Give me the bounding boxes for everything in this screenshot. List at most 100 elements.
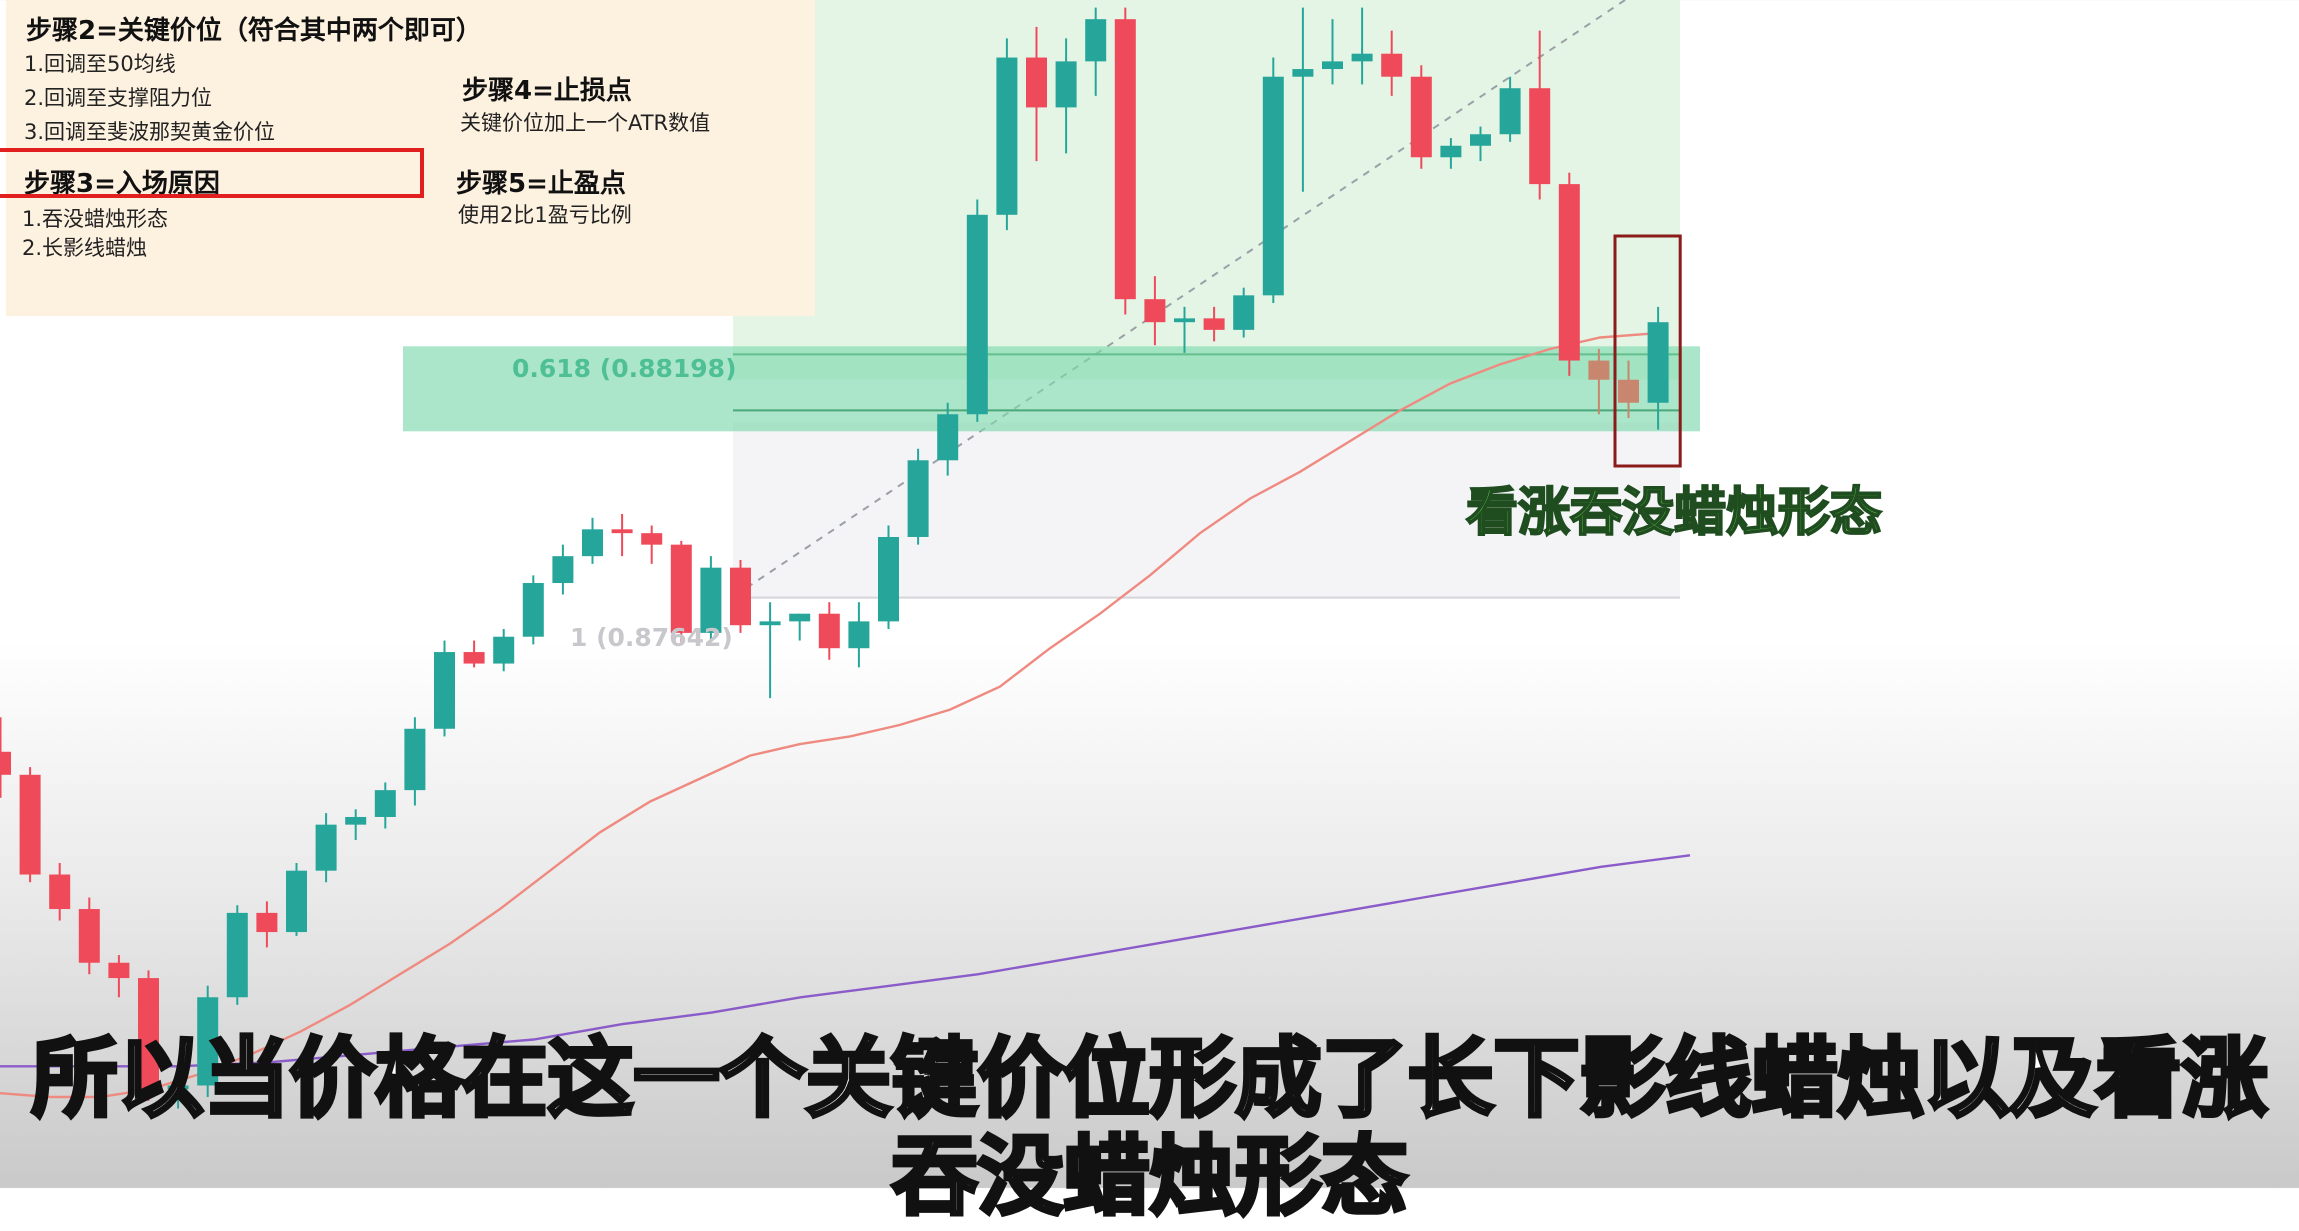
step4-title: 步骤4=止损点	[462, 76, 632, 106]
candle	[670, 540, 692, 645]
candle-body	[434, 652, 455, 729]
candle	[582, 517, 603, 564]
candle	[1647, 306, 1669, 430]
candle	[0, 717, 11, 798]
candle	[996, 38, 1018, 231]
candle	[1618, 360, 1639, 419]
candle-body	[108, 962, 130, 979]
candle-body	[1529, 88, 1551, 185]
candle-body	[878, 536, 899, 622]
candle-body	[1203, 318, 1225, 330]
candle-body	[641, 533, 663, 545]
candle-body	[1499, 88, 1521, 135]
candle-body	[789, 613, 811, 622]
candle	[226, 905, 248, 1005]
candle-body	[1647, 322, 1669, 403]
ema50-line	[0, 332, 1651, 1099]
step2-item-2: 2.回调至支撑阻力位	[24, 86, 213, 110]
candle-body	[1588, 360, 1610, 380]
engulfing-box	[1613, 234, 1682, 468]
candle-body	[522, 583, 544, 637]
candle	[1262, 57, 1284, 304]
candle-body	[286, 870, 307, 933]
candle-body	[49, 874, 71, 910]
candle-body	[582, 529, 603, 557]
candle-body	[759, 621, 781, 626]
candle	[1440, 138, 1462, 169]
step2-title: 步骤2=关键价位（符合其中两个即可）	[26, 16, 482, 46]
profit-area	[733, 0, 1680, 380]
candle-body	[1144, 299, 1166, 323]
candle	[907, 448, 929, 545]
candle	[256, 901, 278, 948]
key-level-zone	[403, 346, 1700, 432]
candle	[49, 863, 71, 921]
candle	[1410, 65, 1432, 169]
candle-body	[0, 751, 11, 775]
moving-averages	[0, 332, 1691, 1099]
candle	[374, 782, 396, 829]
candle-body	[1558, 184, 1580, 361]
candle	[1174, 306, 1195, 353]
candle	[197, 985, 219, 1097]
candle-body	[1470, 134, 1491, 146]
candle	[1381, 30, 1403, 96]
candle	[315, 813, 337, 883]
candle	[1529, 30, 1551, 200]
candle-body	[1440, 145, 1462, 158]
position-tool-background	[733, 0, 1680, 599]
candle	[759, 602, 781, 699]
candle-body	[937, 414, 959, 461]
candle	[552, 544, 574, 595]
candle	[1292, 7, 1314, 192]
candle-body	[1085, 19, 1107, 62]
candlesticks	[0, 7, 1669, 1109]
candle-body	[818, 613, 840, 649]
candle	[404, 717, 426, 806]
ema200-line	[0, 854, 1691, 1068]
candle	[19, 767, 41, 883]
candle-body	[345, 816, 367, 825]
candle	[789, 613, 811, 641]
step3-item-2: 2.长影线蜡烛	[22, 236, 148, 260]
candle-body	[996, 57, 1018, 215]
candle	[78, 897, 100, 975]
candle	[611, 513, 633, 557]
candle	[345, 809, 367, 840]
candle	[108, 955, 130, 998]
candle	[1055, 38, 1077, 154]
candle-body	[138, 978, 159, 1090]
candle-body	[1114, 19, 1136, 300]
engulfing-highlight	[1613, 234, 1682, 468]
subtitle-line-2: 吞没蜡烛形态	[890, 1125, 1410, 1229]
candle	[1588, 349, 1610, 415]
candle	[1233, 287, 1255, 338]
step3-item-1: 1.吞没蜡烛形态	[22, 207, 169, 231]
price-chart[interactable]	[0, 0, 2299, 1188]
candle-body	[670, 544, 692, 633]
candle-body	[374, 790, 396, 817]
candle	[1470, 126, 1491, 162]
strategy-notes-panel: 步骤2=关键价位（符合其中两个即可） 1.回调至50均线 2.回调至支撑阻力位 …	[6, 0, 815, 316]
candle-body	[256, 912, 278, 933]
candle	[848, 602, 870, 668]
candle	[700, 556, 722, 641]
candle-body	[1351, 53, 1373, 62]
candle	[286, 863, 307, 936]
candle	[463, 640, 485, 668]
candle-body	[1618, 379, 1639, 403]
candle-body	[1174, 318, 1195, 323]
candle-body	[730, 567, 751, 626]
candle-body	[966, 214, 988, 415]
candle-body	[1233, 295, 1255, 330]
candle-body	[848, 621, 870, 649]
candle-body	[1262, 76, 1284, 296]
candle-body	[315, 824, 337, 871]
step3-highlight-box	[0, 148, 424, 198]
candle	[1085, 7, 1107, 96]
candle-body	[493, 636, 515, 664]
candle-body	[226, 912, 248, 998]
candle-body	[167, 1085, 189, 1090]
candle	[1026, 26, 1047, 162]
candle-body	[78, 909, 100, 963]
